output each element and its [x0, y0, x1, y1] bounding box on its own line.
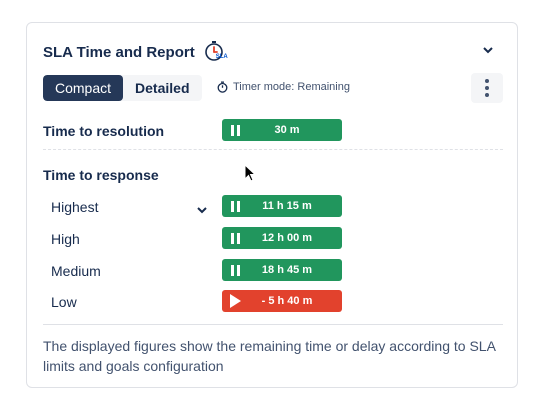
- chevron-down-icon[interactable]: [197, 201, 209, 214]
- resolution-timer[interactable]: 30 m: [222, 119, 342, 141]
- sla-icon-text: SLA: [215, 54, 228, 60]
- stopwatch-icon: [217, 81, 228, 93]
- view-toolbar: Compact Detailed Timer mode: Remaining: [43, 73, 503, 103]
- priority-label-highest: Highest: [51, 199, 99, 215]
- resolution-timer-value: 30 m: [274, 124, 300, 136]
- view-mode-toggle: Compact Detailed: [43, 75, 202, 101]
- card-header: SLA Time and Report SLA: [43, 41, 228, 63]
- response-timer-highest[interactable]: 11 h 15 m: [222, 195, 342, 217]
- response-label: Time to response: [43, 167, 159, 183]
- sla-card: SLA Time and Report SLA Compact Detailed: [26, 22, 518, 388]
- pause-icon: [224, 227, 246, 249]
- chevron-down-icon[interactable]: [481, 43, 495, 57]
- resolution-label: Time to resolution: [43, 123, 165, 139]
- more-dot-icon: [485, 93, 489, 97]
- pause-icon: [224, 259, 246, 281]
- card-title: SLA Time and Report: [43, 43, 195, 61]
- response-timer-high[interactable]: 12 h 00 m: [222, 227, 342, 249]
- timer-value: 18 h 45 m: [261, 264, 313, 276]
- priority-label-medium: Medium: [51, 263, 101, 279]
- footer-divider: [43, 324, 503, 325]
- timer-mode-indicator: Timer mode: Remaining: [217, 81, 350, 93]
- timer-value: 12 h 00 m: [261, 232, 313, 244]
- pause-icon: [224, 195, 246, 217]
- response-timer-low[interactable]: - 5 h 40 m: [222, 290, 342, 312]
- priority-label-low: Low: [51, 294, 77, 310]
- sla-timer-icon: SLA: [204, 40, 228, 64]
- timer-value: - 5 h 40 m: [261, 295, 313, 307]
- section-divider: [43, 149, 503, 150]
- timer-value: 11 h 15 m: [262, 200, 312, 212]
- compact-button[interactable]: Compact: [43, 75, 124, 101]
- more-dot-icon: [485, 86, 489, 90]
- footer-note: The displayed figures show the remaining…: [43, 338, 496, 374]
- priority-label-high: High: [51, 231, 80, 247]
- timer-mode-label: Timer mode: Remaining: [233, 81, 350, 93]
- play-icon: [224, 290, 246, 312]
- response-timer-medium[interactable]: 18 h 45 m: [222, 259, 342, 281]
- more-dot-icon: [485, 79, 489, 83]
- detailed-button[interactable]: Detailed: [135, 80, 190, 96]
- mouse-cursor-icon: [244, 163, 257, 187]
- pause-icon: [224, 119, 246, 141]
- more-options-button[interactable]: [471, 73, 503, 103]
